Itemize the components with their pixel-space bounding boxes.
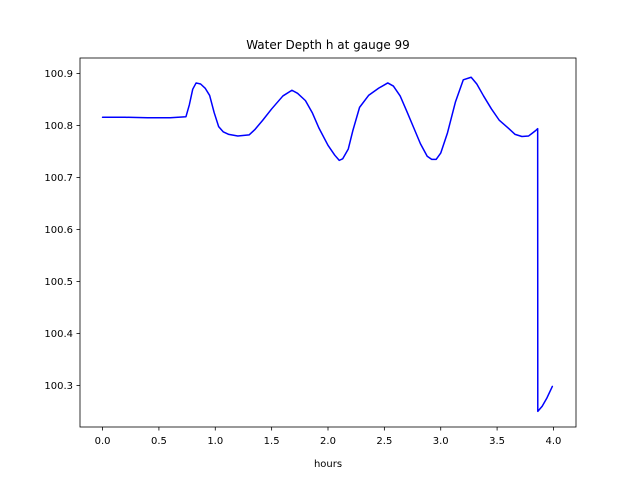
y-tick-label: 100.8 bbox=[44, 121, 73, 132]
series-line bbox=[101, 76, 554, 413]
x-tick-label: 1.5 bbox=[264, 436, 280, 447]
chart-title: Water Depth h at gauge 99 bbox=[246, 38, 410, 52]
x-tick-label: 4.0 bbox=[546, 436, 562, 447]
x-axis-label: hours bbox=[314, 459, 342, 470]
x-tick-label: 1.0 bbox=[207, 436, 223, 447]
y-tick-label: 100.4 bbox=[44, 329, 73, 340]
x-tick-label: 3.5 bbox=[489, 436, 505, 447]
y-tick-label: 100.9 bbox=[44, 69, 73, 80]
plot-frame bbox=[79, 57, 577, 428]
y-axis: 100.3 100.4 100.5 100.6 100.7 100.8 100.9 bbox=[44, 69, 80, 392]
x-tick-label: 0.0 bbox=[95, 436, 111, 447]
x-tick-label: 2.0 bbox=[320, 436, 336, 447]
plot-area bbox=[101, 76, 554, 413]
x-tick-label: 2.5 bbox=[376, 436, 392, 447]
x-tick-label: 3.0 bbox=[433, 436, 449, 447]
y-tick-label: 100.5 bbox=[44, 277, 73, 288]
y-tick-label: 100.3 bbox=[44, 381, 73, 392]
y-tick-label: 100.7 bbox=[44, 173, 73, 184]
x-tick-label: 0.5 bbox=[151, 436, 167, 447]
x-axis: 0.0 0.5 1.0 1.5 2.0 2.5 3.0 3.5 4.0 bbox=[95, 427, 562, 447]
y-tick-label: 100.6 bbox=[44, 225, 73, 236]
